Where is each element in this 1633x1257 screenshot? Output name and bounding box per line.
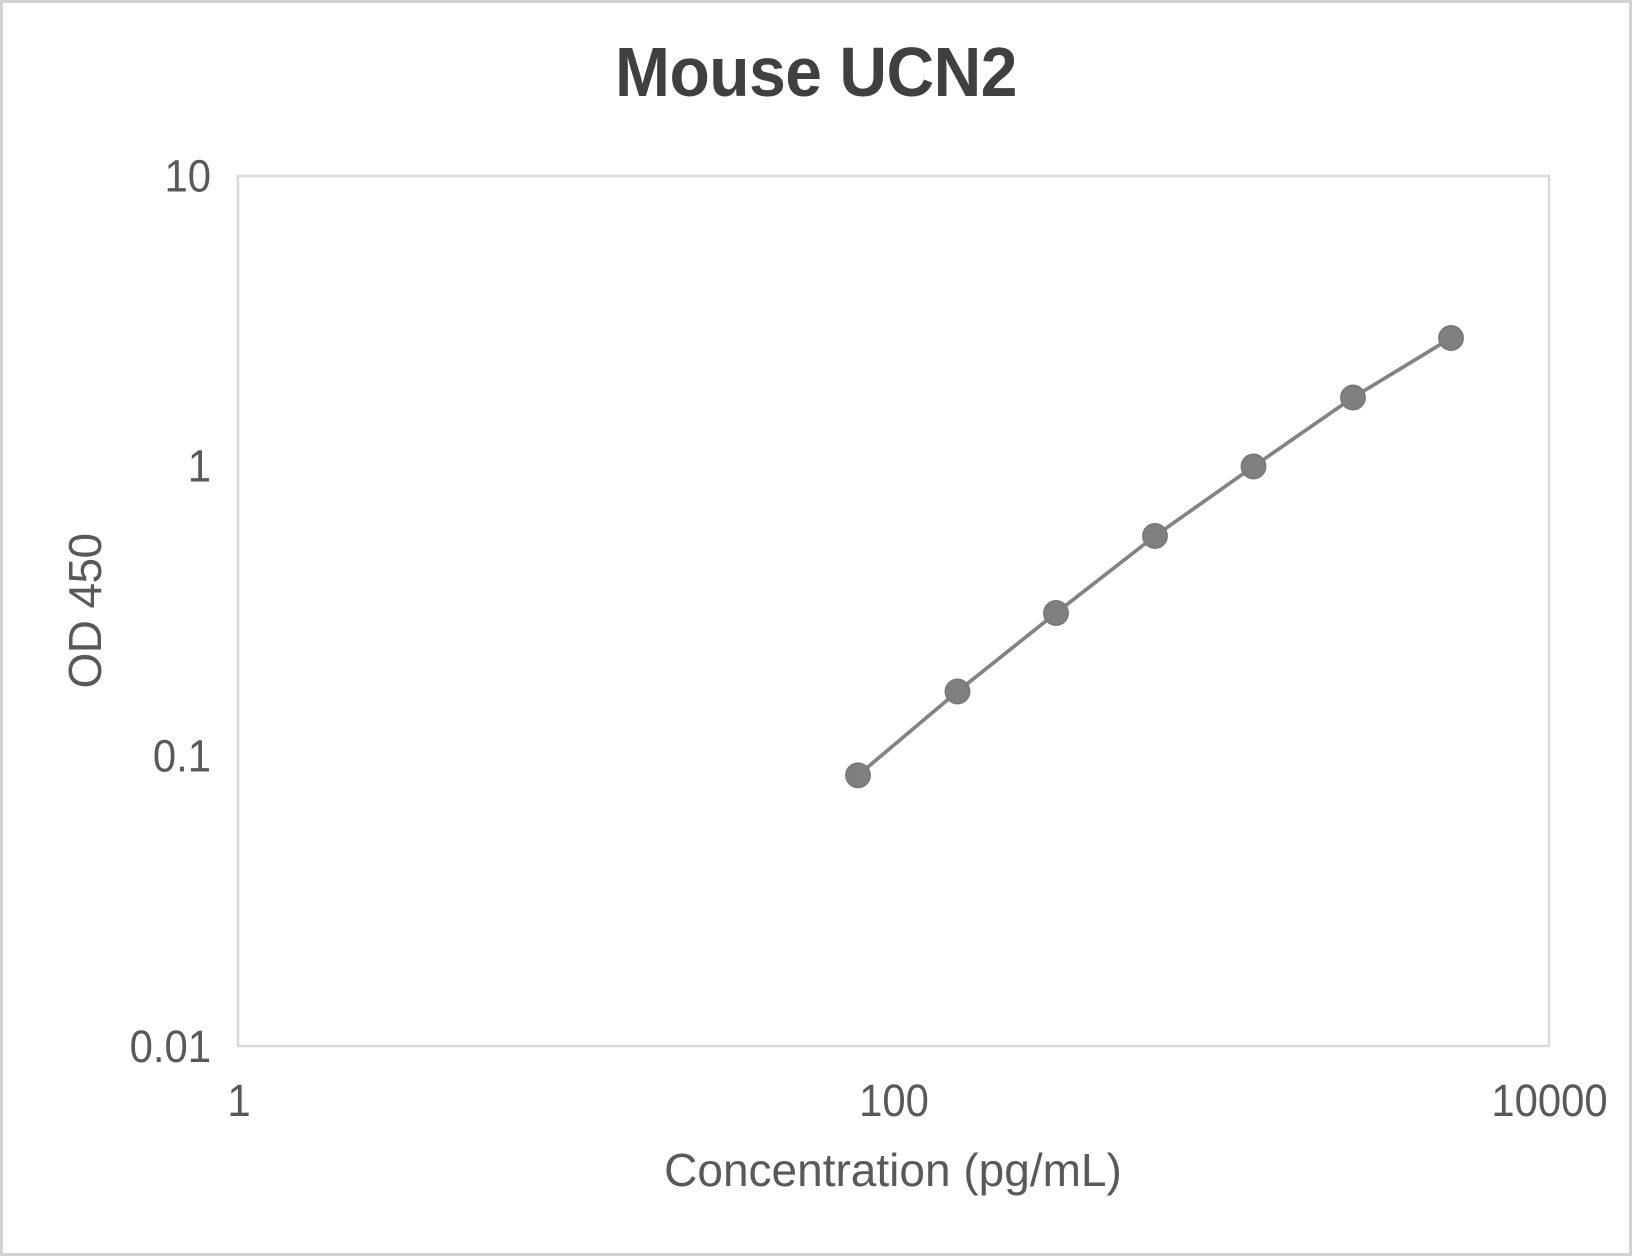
svg-text:Concentration (pg/mL): Concentration (pg/mL) [664, 1144, 1122, 1196]
svg-text:OD 450: OD 450 [59, 534, 111, 689]
svg-text:10: 10 [164, 152, 211, 202]
svg-text:1: 1 [227, 1077, 250, 1127]
svg-text:Mouse UCN2: Mouse UCN2 [615, 34, 1017, 111]
svg-text:100: 100 [859, 1077, 929, 1127]
svg-text:0.1: 0.1 [153, 732, 211, 782]
svg-text:0.01: 0.01 [130, 1023, 211, 1073]
svg-text:10000: 10000 [1491, 1077, 1607, 1127]
svg-text:1: 1 [188, 442, 211, 492]
